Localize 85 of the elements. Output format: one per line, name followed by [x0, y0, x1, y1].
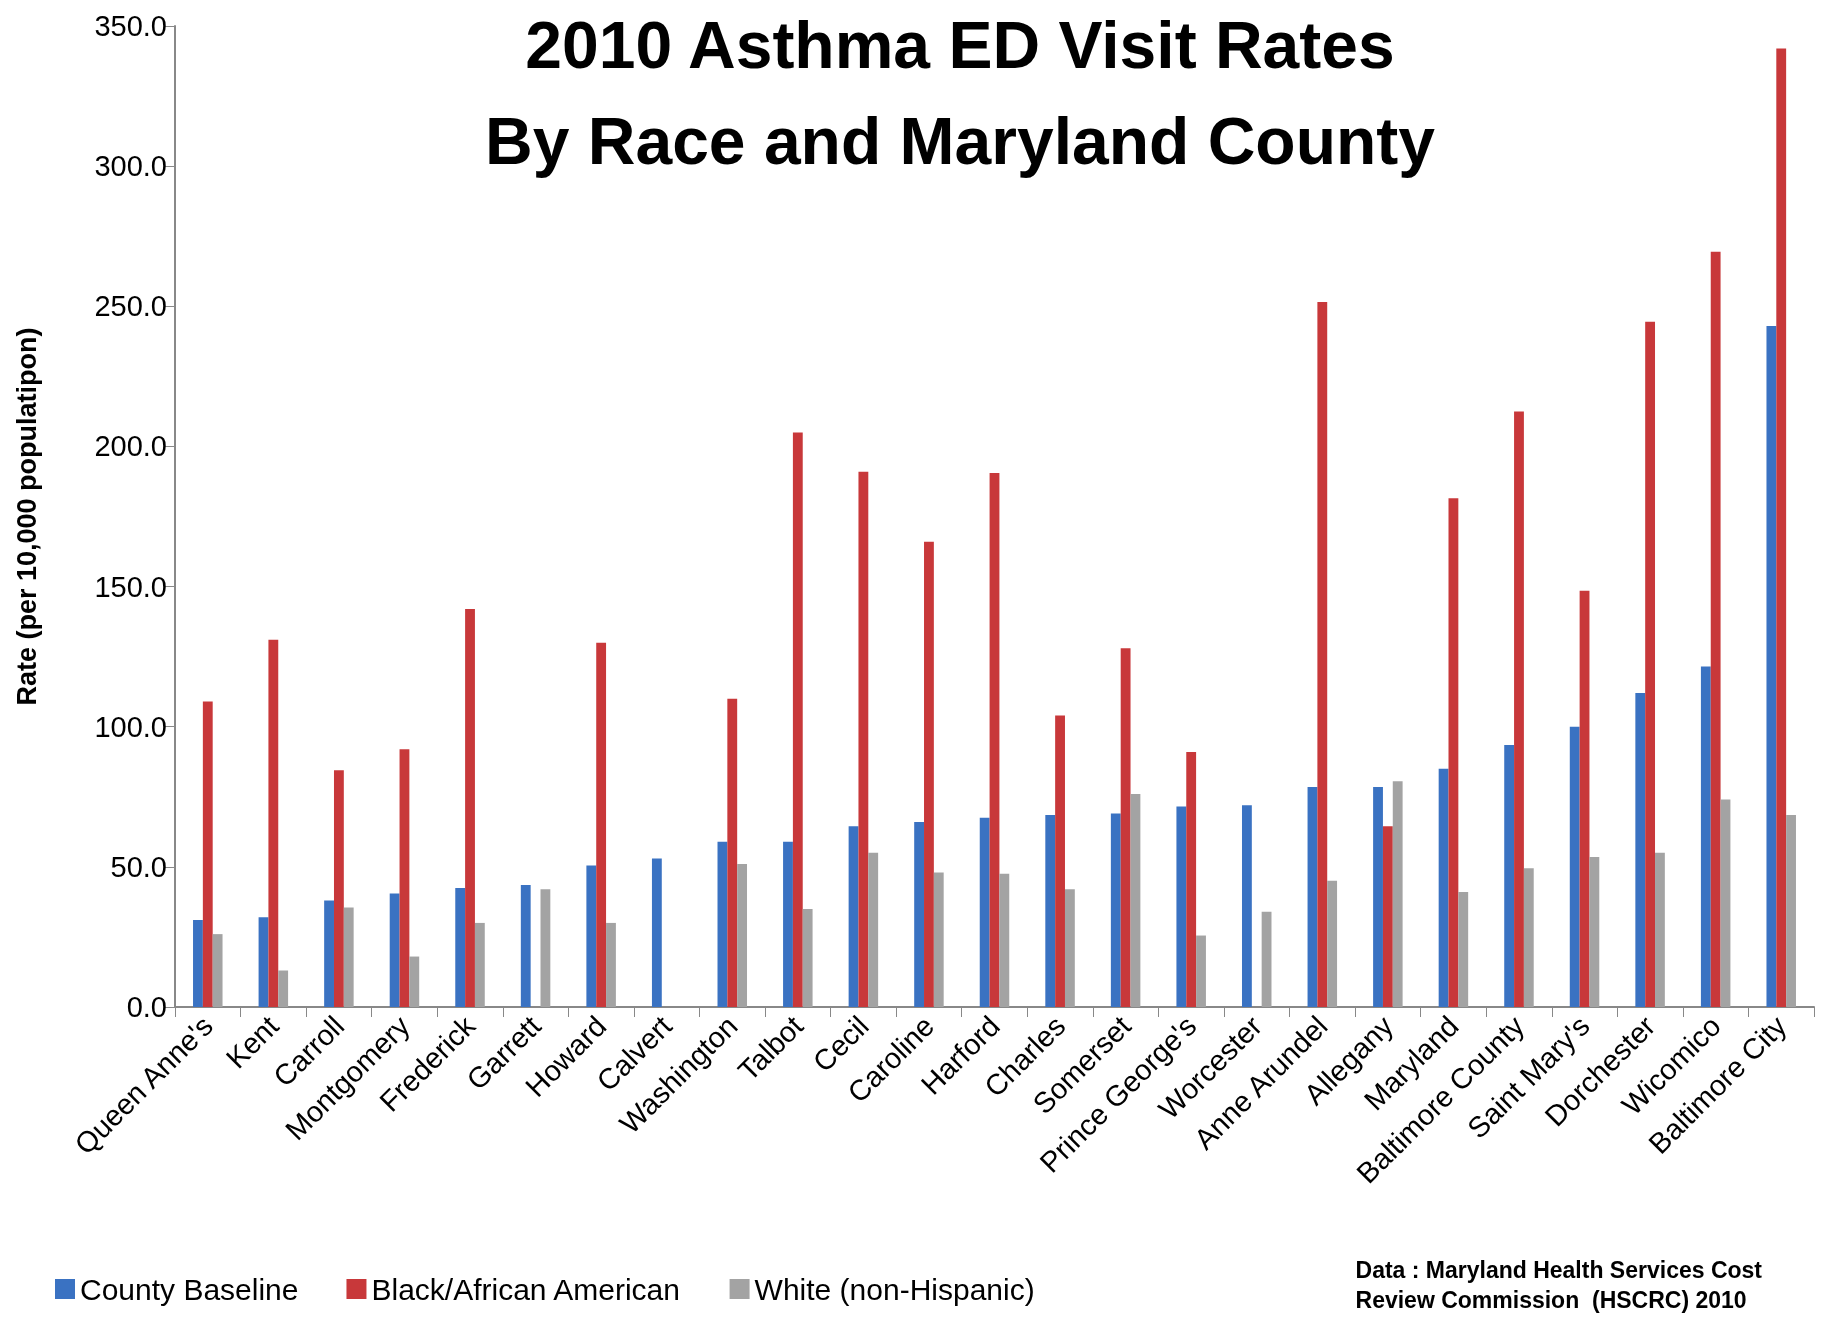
legend-label: Black/African American [371, 1272, 680, 1306]
legend-label: County Baseline [80, 1272, 299, 1306]
y-tick-label: 250.0 [94, 290, 167, 323]
bar [278, 970, 289, 1007]
bar [1373, 786, 1383, 1007]
bar [1645, 321, 1656, 1007]
bar [999, 873, 1010, 1007]
bar [1130, 793, 1141, 1007]
bar [606, 922, 616, 1007]
bar [933, 872, 944, 1007]
y-tick-label: 150.0 [94, 570, 167, 603]
bar [1700, 666, 1711, 1007]
y-tick-label: 350.0 [94, 10, 167, 42]
bar [1710, 251, 1721, 1007]
text: Data : Maryland Health Services Cost Review Commission (HSCRC) 2010 [1355, 1257, 1763, 1313]
y-tick-label: 0.0 [126, 991, 167, 1023]
bar [1382, 826, 1393, 1007]
bar [848, 826, 859, 1007]
bar [1635, 693, 1646, 1007]
bar [1448, 498, 1459, 1007]
bar [474, 922, 485, 1007]
bar [193, 920, 203, 1007]
y-tick-label: 50.0 [110, 850, 167, 883]
bar [455, 887, 466, 1007]
bar [1110, 813, 1121, 1007]
bar [1392, 781, 1403, 1007]
bar [1307, 786, 1318, 1007]
y-tick-label: 100.0 [94, 710, 167, 743]
bar [792, 432, 803, 1007]
bar [1045, 815, 1056, 1007]
y-tick-label: 200.0 [94, 430, 167, 463]
bar [1720, 799, 1731, 1007]
bar [409, 956, 420, 1007]
bar [1776, 48, 1787, 1007]
bar [1569, 726, 1580, 1007]
bar [1523, 868, 1534, 1007]
bar [1589, 857, 1600, 1007]
bar [979, 817, 990, 1007]
bar [1241, 805, 1252, 1007]
y-axis-title: Rate (per 10,000 populatipon) [11, 327, 42, 706]
bar [1196, 935, 1206, 1007]
bar [1120, 648, 1131, 1007]
bar [914, 822, 925, 1007]
bar [1064, 889, 1075, 1007]
bar [520, 885, 531, 1007]
bar [1514, 411, 1524, 1007]
bar [1504, 744, 1515, 1007]
bar [540, 889, 551, 1007]
bar [258, 917, 269, 1007]
bar [212, 934, 223, 1007]
bar [924, 541, 934, 1007]
bar [1786, 815, 1796, 1007]
bar [1438, 768, 1449, 1007]
bar [651, 858, 662, 1007]
bar [717, 841, 728, 1007]
legend-label: White (non-Hispanic) [754, 1272, 1035, 1306]
bar [737, 864, 748, 1007]
bar [727, 698, 738, 1007]
bar [389, 893, 400, 1007]
bar [333, 770, 344, 1007]
bar [465, 608, 475, 1007]
bar [858, 471, 869, 1007]
bar [1766, 325, 1777, 1007]
bar [343, 907, 354, 1007]
bar [868, 852, 879, 1007]
y-tick-label: 300.0 [94, 150, 167, 183]
text: 2010 Asthma ED Visit Rates By Race and Maryland County [485, 8, 1436, 178]
bar [1261, 911, 1272, 1007]
bar [1579, 590, 1590, 1007]
bar [1655, 852, 1665, 1007]
bar [783, 841, 793, 1007]
bar [596, 642, 607, 1007]
bar [989, 473, 1000, 1007]
bar [1186, 751, 1197, 1007]
bar [802, 908, 813, 1007]
bar [1176, 806, 1187, 1007]
bar [1327, 880, 1338, 1007]
bar [202, 701, 213, 1007]
bar [586, 865, 597, 1007]
bar [1317, 302, 1328, 1007]
bar [399, 749, 410, 1007]
bar [1055, 715, 1065, 1007]
bar [1458, 892, 1469, 1007]
bar [324, 900, 334, 1007]
bar [268, 639, 279, 1007]
